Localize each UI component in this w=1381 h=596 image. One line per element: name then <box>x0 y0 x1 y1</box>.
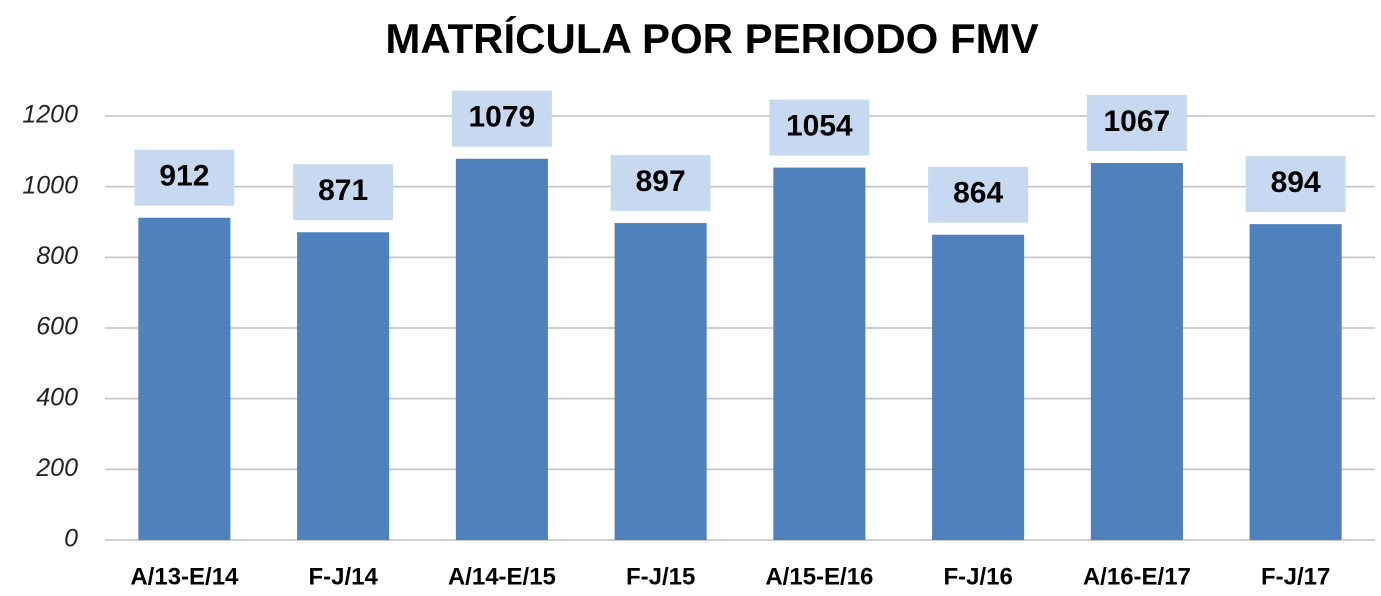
value-label-box <box>928 166 1029 223</box>
y-tick-label: 0 <box>64 525 78 553</box>
value-label: 1067 <box>1104 105 1171 138</box>
bar <box>455 158 548 540</box>
value-label: 912 <box>159 160 209 193</box>
y-tick-label: 1200 <box>22 101 78 129</box>
value-label: 894 <box>1271 166 1321 199</box>
x-tick-label: F-J/15 <box>626 563 695 590</box>
x-tick-label: A/14-E/15 <box>448 563 556 590</box>
value-label-box <box>769 99 870 156</box>
y-tick-label: 800 <box>36 242 78 270</box>
value-label-box <box>293 164 394 221</box>
bar <box>1249 224 1342 540</box>
y-tick-label: 400 <box>36 383 78 411</box>
value-label-box <box>610 155 711 212</box>
x-tick-label: F-J/14 <box>308 563 378 590</box>
bar <box>1090 162 1183 540</box>
bar <box>297 232 390 540</box>
value-label-box <box>1245 156 1346 213</box>
x-tick-label: A/15-E/16 <box>765 563 873 590</box>
bar <box>932 234 1025 540</box>
x-tick-label: F-J/16 <box>943 563 1012 590</box>
bar <box>138 217 231 540</box>
y-tick-label: 200 <box>35 454 78 482</box>
y-tick-label: 1000 <box>22 171 78 199</box>
value-label-box <box>451 90 552 147</box>
chart-title: MATRÍCULA POR PERIODO FMV <box>385 15 1038 62</box>
value-label-box <box>1086 94 1187 151</box>
x-tick-label: A/16-E/17 <box>1083 563 1191 590</box>
value-label-box <box>134 149 235 206</box>
value-label: 871 <box>318 174 368 207</box>
x-tick-label: A/13-E/14 <box>130 563 239 590</box>
bar <box>614 223 707 540</box>
value-label: 897 <box>636 165 686 198</box>
value-label: 1054 <box>786 110 853 143</box>
value-label: 864 <box>953 177 1003 210</box>
value-label: 1079 <box>469 101 536 134</box>
x-tick-label: F-J/17 <box>1261 563 1330 590</box>
bar <box>773 167 866 540</box>
y-tick-label: 600 <box>36 313 78 341</box>
